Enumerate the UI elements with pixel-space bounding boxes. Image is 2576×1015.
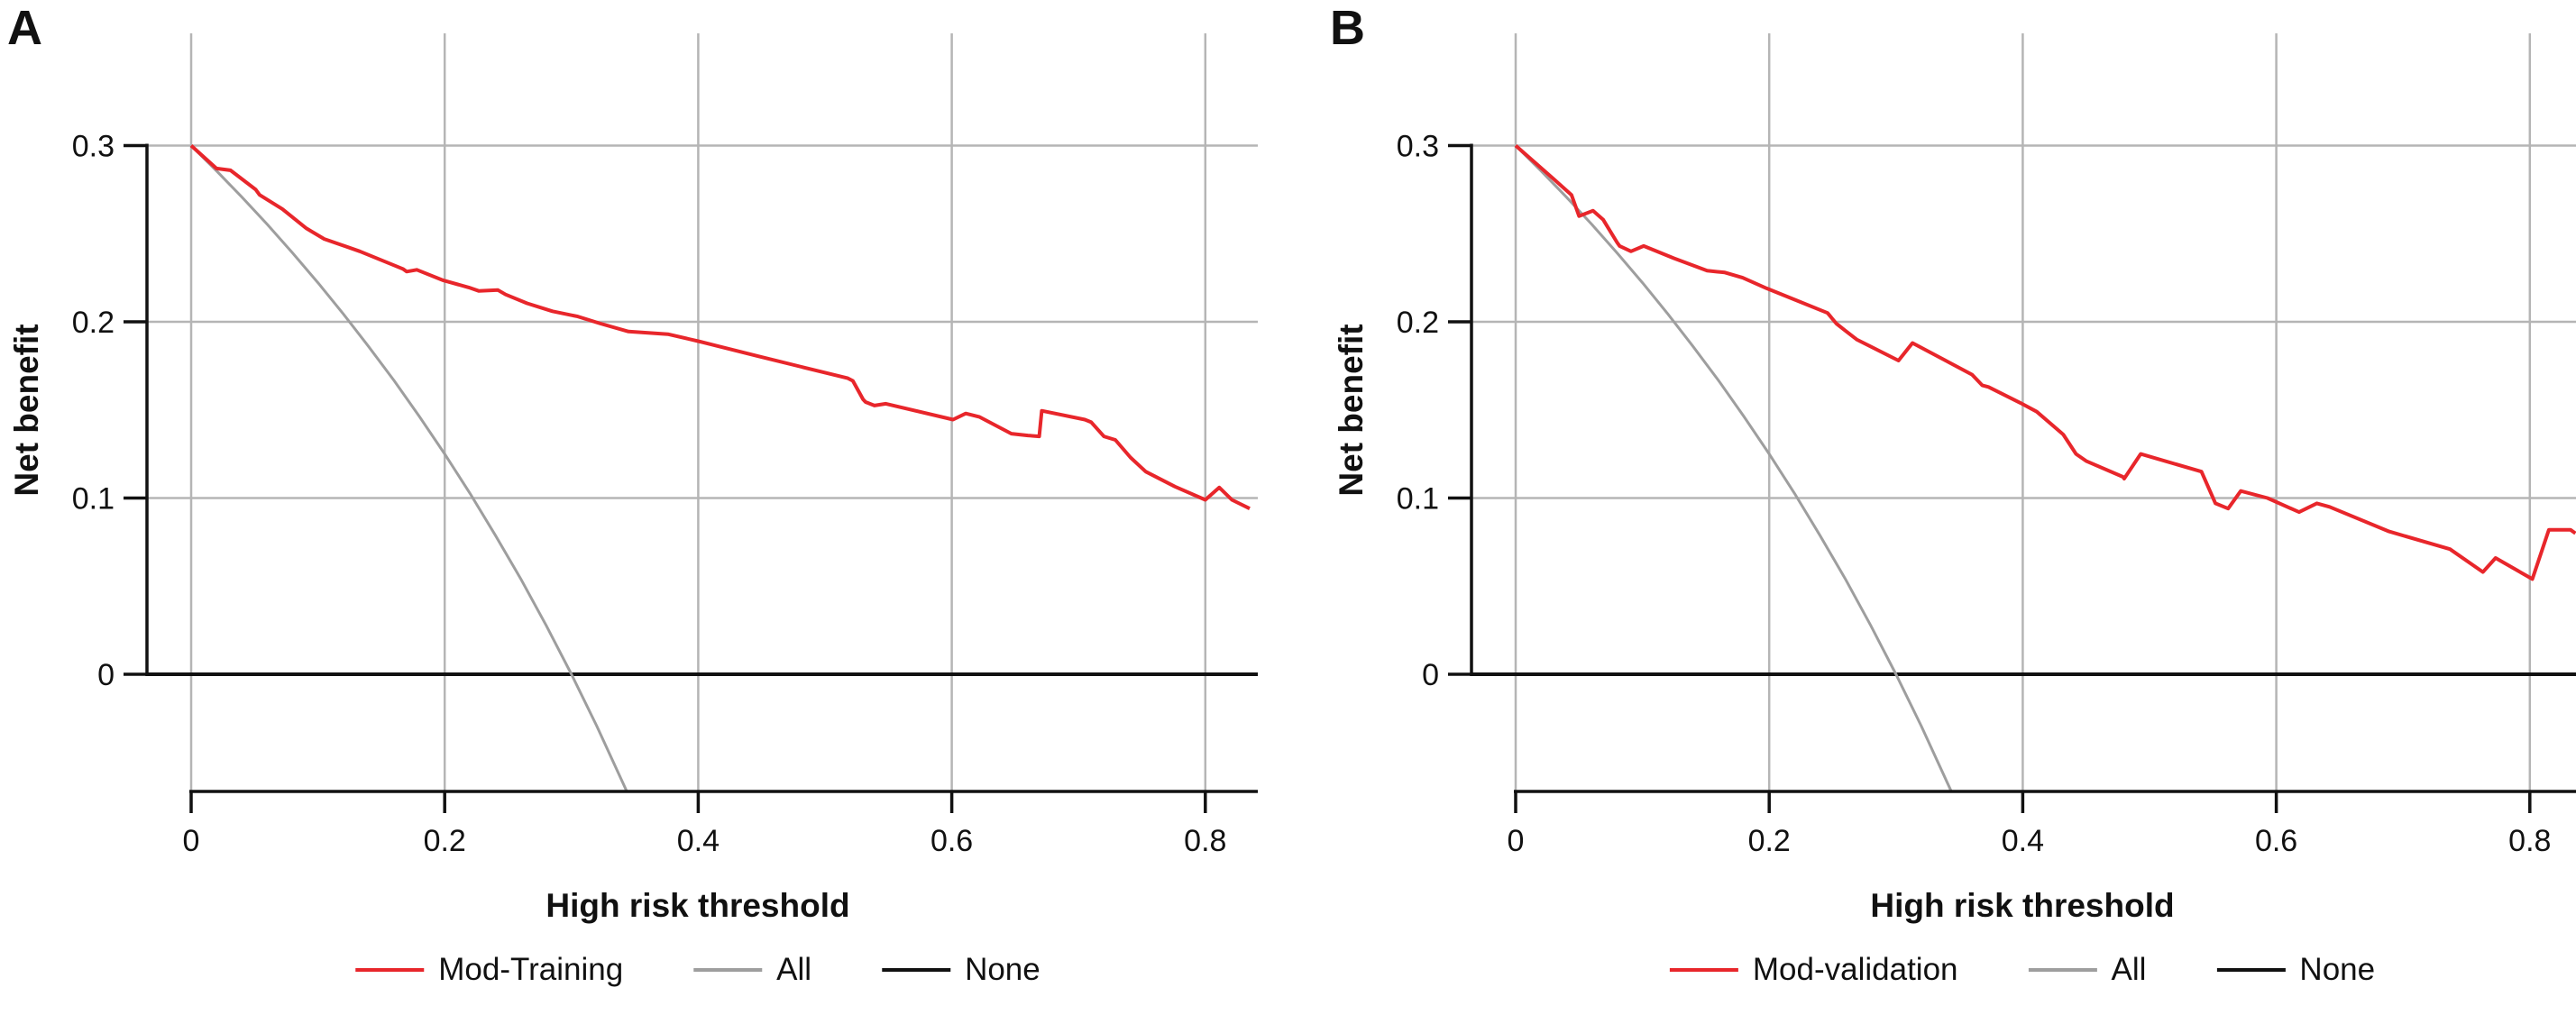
panel-b-y-axis-title: Net benefit [1333,324,1370,497]
panel-a-letter: A [7,1,42,55]
series-line-all [189,144,628,792]
legend-line-swatch [1669,968,1738,972]
panel-a-y-axis-title: Net benefit [8,324,45,497]
panel-a-legend: Mod-Training All None [355,952,1040,988]
legend-label: All [776,952,812,987]
legend-item-all: All [693,952,811,988]
legend-line-swatch [882,968,951,972]
legend-label: None [2299,952,2376,987]
panel-b-letter: B [1330,1,1365,55]
legend-item-all: All [2028,952,2147,988]
legend-item-mod-training: Mod-Training [355,952,623,988]
x-tick-label: 0.8 [2508,824,2551,858]
y-tick-label: 0 [1422,658,1439,692]
legend-label: All [2111,952,2147,987]
legend-line-swatch [2216,968,2286,972]
legend-item-none: None [2216,952,2375,988]
legend-label: None [965,952,1040,987]
panel-b-x-axis-title: High risk threshold [1870,887,2175,924]
x-tick-label: 0.4 [677,824,720,858]
legend-item-none: None [882,952,1040,988]
panel-b-plot: 0 0.1 0.2 0.3 0 0.2 0.4 0.6 0.8 [1397,33,2576,858]
y-tick-label: 0.3 [72,130,115,164]
series-line-all [1514,144,1953,792]
y-tick-label: 0.3 [1397,130,1439,164]
series-line-mod-validation [1514,143,2576,581]
legend-line-swatch [693,968,763,972]
legend-line-swatch [2028,968,2097,972]
x-tick-label: 0 [183,824,200,858]
x-tick-label: 0.6 [2255,824,2297,858]
y-tick-label: 0 [97,658,115,692]
x-tick-label: 0.2 [424,824,466,858]
x-tick-label: 0.2 [1748,824,1791,858]
y-tick-label: 0.2 [1397,306,1439,340]
y-tick-label: 0.1 [1397,482,1439,517]
y-tick-label: 0.2 [72,306,115,340]
panel-a-x-axis-title: High risk threshold [545,887,850,924]
panel-a-plot: 0 0.1 0.2 0.3 0 0.2 0.4 0.6 0.8 [72,33,1258,858]
series-line-mod-training [189,144,1251,510]
legend-label: Mod-validation [1752,952,1958,987]
y-tick-label: 0.1 [72,482,115,517]
x-tick-label: 0 [1508,824,1525,858]
legend-item-mod-validation: Mod-validation [1669,952,1958,988]
legend-line-swatch [355,968,425,972]
panel-b-legend: Mod-validation All None [1669,952,2375,988]
legend-label: Mod-Training [438,952,624,987]
x-tick-label: 0.4 [2002,824,2044,858]
x-tick-label: 0.8 [1184,824,1226,858]
x-tick-label: 0.6 [930,824,973,858]
